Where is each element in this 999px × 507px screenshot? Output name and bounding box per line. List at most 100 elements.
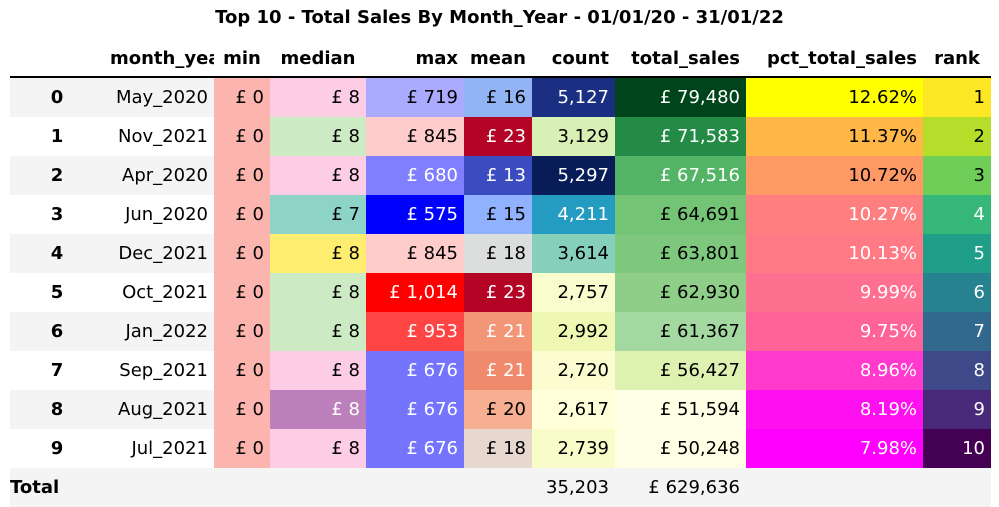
table-row: 4 Dec_2021 £ 0 £ 8 £ 845 £ 18 3,614 £ 63,801 10.… xyxy=(10,234,991,273)
cell-pct-total-sales: 10.13% xyxy=(746,234,923,273)
column-header-max: max xyxy=(366,40,464,78)
cell-count: 2,720 xyxy=(532,351,615,390)
table-row: 7 Sep_2021 £ 0 £ 8 £ 676 £ 21 2,720 £ 56,427 8.9… xyxy=(10,351,991,390)
cell-count: 3,614 xyxy=(532,234,615,273)
table-body: 0 May_2020 £ 0 £ 8 £ 719 £ 16 5,127 £ 79,480 12.… xyxy=(10,77,991,507)
cell-count: 5,127 xyxy=(532,77,615,117)
table-title: Top 10 - Total Sales By Month_Year - 01/… xyxy=(215,7,784,28)
cell-rank: 5 xyxy=(923,234,991,273)
cell-month-year: Apr_2020 xyxy=(104,156,214,195)
cell-max: £ 845 xyxy=(366,117,464,156)
cell-median: £ 8 xyxy=(270,77,366,117)
cell-index: 4 xyxy=(10,234,104,273)
cell-min: £ 0 xyxy=(214,234,270,273)
cell-max: £ 676 xyxy=(366,390,464,429)
column-header-pct-total-sales: pct_total_sales xyxy=(746,40,923,78)
total-sales-sum: £ 629,636 xyxy=(615,468,746,507)
cell-mean: £ 21 xyxy=(464,351,532,390)
cell-month-year: Jun_2020 xyxy=(125,204,208,225)
cell-total-sales: £ 79,480 xyxy=(615,77,746,117)
cell-median: £ 8 xyxy=(270,351,366,390)
cell-month-year: Jul_2021 xyxy=(131,438,208,459)
cell-total-sales: £ 56,427 xyxy=(615,351,746,390)
cell-max: £ 953 xyxy=(366,312,464,351)
cell-max: £ 1,014 xyxy=(366,273,464,312)
cell-median: £ 8 xyxy=(270,429,366,468)
total-empty-cell xyxy=(923,468,991,507)
column-header-rank: rank xyxy=(923,40,991,78)
cell-rank: 4 xyxy=(923,195,991,234)
table-row: 9 Jul_2021 £ 0 £ 8 £ 676 £ 18 2,739 £ 50,248 7.9… xyxy=(10,429,991,468)
cell-mean: £ 15 xyxy=(464,195,532,234)
cell-median: £ 7 xyxy=(270,195,366,234)
table-row: 5 Oct_2021 £ 0 £ 8 £ 1,014 £ 23 2,757 £ 62,930 9… xyxy=(10,273,991,312)
cell-pct-total-sales: 9.75% xyxy=(746,312,923,351)
cell-max: £ 575 xyxy=(366,195,464,234)
column-header-count: count xyxy=(532,40,615,78)
cell-index: 8 xyxy=(10,390,104,429)
cell-total-sales: £ 61,367 xyxy=(615,312,746,351)
cell-total-sales: £ 63,801 xyxy=(615,234,746,273)
cell-mean: £ 23 xyxy=(464,273,532,312)
cell-max: £ 719 xyxy=(366,77,464,117)
cell-mean: £ 21 xyxy=(464,312,532,351)
cell-min: £ 0 xyxy=(214,351,270,390)
cell-count: 2,992 xyxy=(532,312,615,351)
cell-mean: £ 13 xyxy=(464,156,532,195)
table-row: 6 Jan_2022 £ 0 £ 8 £ 953 £ 21 2,992 £ 61,367 9.7… xyxy=(10,312,991,351)
column-header-month-year: month_year xyxy=(104,40,214,78)
cell-min: £ 0 xyxy=(214,195,270,234)
cell-count: 2,617 xyxy=(532,390,615,429)
cell-index: 9 xyxy=(50,438,64,459)
cell-rank: 7 xyxy=(923,312,991,351)
cell-index: 6 xyxy=(10,312,104,351)
column-header-total-sales: total_sales xyxy=(615,40,746,78)
cell-index: 0 xyxy=(10,77,104,117)
cell-pct-total-sales: 9.99% xyxy=(746,273,923,312)
cell-min: £ 0 xyxy=(214,77,270,117)
cell-total-sales: £ 64,691 xyxy=(615,195,746,234)
cell-max: £ 676 xyxy=(366,429,464,468)
cell-pct-total-sales: 10.27% xyxy=(746,195,923,234)
total-empty-cell xyxy=(104,468,214,507)
cell-max: £ 845 xyxy=(366,234,464,273)
cell-mean: £ 18 xyxy=(464,429,532,468)
total-empty-cell xyxy=(464,468,532,507)
cell-index: 3 xyxy=(50,204,64,225)
table-row: 0 May_2020 £ 0 £ 8 £ 719 £ 16 5,127 £ 79,480 12.… xyxy=(10,77,991,117)
cell-pct-total-sales: 12.62% xyxy=(746,77,923,117)
table-row: 2 Apr_2020 £ 0 £ 8 £ 680 £ 13 5,297 £ 67,516 10.… xyxy=(10,156,991,195)
cell-index: 1 xyxy=(50,126,64,147)
cell-month-year: Sep_2021 xyxy=(119,360,208,381)
total-label: Total xyxy=(10,468,104,507)
cell-month-year: Dec_2021 xyxy=(104,234,214,273)
cell-count: 4,211 xyxy=(532,195,615,234)
cell-pct-total-sales: 8.96% xyxy=(746,351,923,390)
total-empty-cell xyxy=(366,468,464,507)
cell-pct-total-sales: 10.72% xyxy=(746,156,923,195)
cell-rank: 8 xyxy=(923,351,991,390)
total-count: 35,203 xyxy=(532,468,615,507)
cell-index: 2 xyxy=(10,156,104,195)
cell-max: £ 676 xyxy=(366,351,464,390)
cell-month-year: Jan_2022 xyxy=(104,312,214,351)
cell-pct-total-sales: 8.19% xyxy=(746,390,923,429)
cell-min: £ 0 xyxy=(214,117,270,156)
cell-month-year: Nov_2021 xyxy=(118,126,208,147)
cell-median: £ 8 xyxy=(270,390,366,429)
cell-total-sales: £ 67,516 xyxy=(615,156,746,195)
cell-total-sales: £ 62,930 xyxy=(615,273,746,312)
cell-index: 7 xyxy=(50,360,64,381)
cell-total-sales: £ 71,583 xyxy=(615,117,746,156)
cell-count: 2,739 xyxy=(532,429,615,468)
cell-mean: £ 20 xyxy=(464,390,532,429)
header-row: month_yearminmedianmaxmeancounttotal_sal… xyxy=(10,40,991,78)
table-row: 8 Aug_2021 £ 0 £ 8 £ 676 £ 20 2,617 £ 51,594 8.1… xyxy=(10,390,991,429)
cell-rank: 2 xyxy=(923,117,991,156)
total-empty-cell xyxy=(746,468,923,507)
cell-mean: £ 23 xyxy=(464,117,532,156)
cell-month-year: Oct_2021 xyxy=(122,282,208,303)
cell-min: £ 0 xyxy=(214,429,270,468)
total-empty-cell xyxy=(214,468,270,507)
cell-max: £ 680 xyxy=(366,156,464,195)
